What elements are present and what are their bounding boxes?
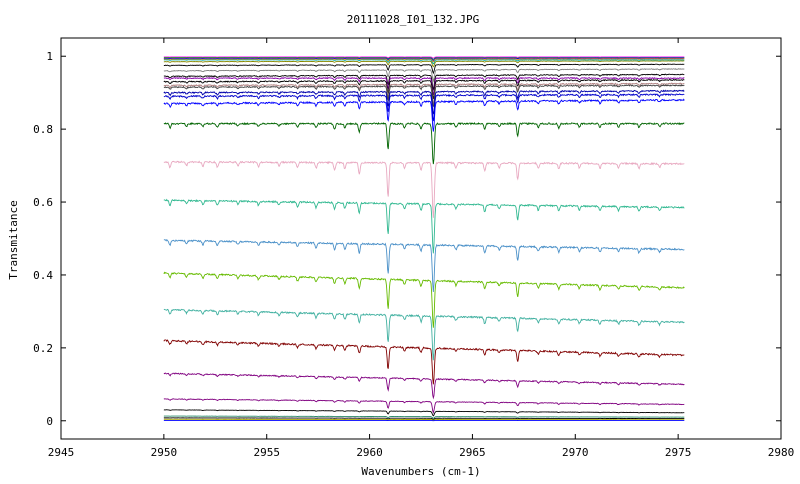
x-tick-label: 2950 <box>151 446 178 459</box>
x-tick-label: 2960 <box>356 446 383 459</box>
spectrum-line <box>164 99 684 131</box>
x-tick-label: 2970 <box>562 446 589 459</box>
spectrum-line <box>164 272 684 327</box>
y-tick-label: 0.4 <box>33 269 53 282</box>
y-tick-label: 0 <box>46 415 53 428</box>
spectrum-line <box>164 64 684 73</box>
spectrum-line <box>164 94 684 121</box>
spectrum-line <box>164 373 684 398</box>
series-group <box>164 57 684 421</box>
spectrum-line <box>164 419 684 420</box>
y-tick-label: 0.8 <box>33 123 53 136</box>
x-tick-label: 2945 <box>48 446 75 459</box>
spectrum-line <box>164 161 684 218</box>
spectrum-line <box>164 123 684 164</box>
spectrum-line <box>164 410 684 416</box>
x-tick-label: 2980 <box>768 446 795 459</box>
y-tick-label: 0.2 <box>33 342 53 355</box>
spectrum-line <box>164 240 684 292</box>
y-tick-label: 0.6 <box>33 196 53 209</box>
spectrum-line <box>164 340 684 384</box>
chart-title: 20111028_I01_132.JPG <box>347 13 479 26</box>
x-tick-label: 2975 <box>665 446 692 459</box>
x-tick-label: 2965 <box>459 446 486 459</box>
x-tick-label: 2955 <box>253 446 280 459</box>
y-tick-label: 1 <box>46 50 53 63</box>
y-axis-label: Transmitance <box>7 200 20 279</box>
x-axis-label: Wavenumbers (cm-1) <box>361 465 480 478</box>
